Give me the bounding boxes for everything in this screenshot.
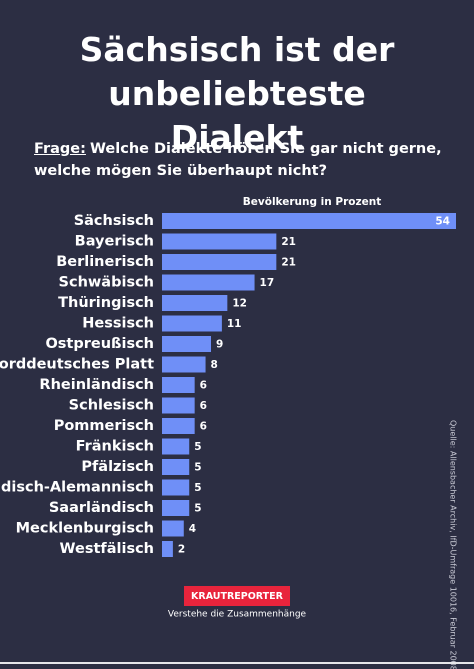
value-label: 5 <box>194 441 201 453</box>
value-label: 9 <box>216 339 223 351</box>
value-label: 2 <box>178 544 185 556</box>
value-label: 5 <box>194 462 201 474</box>
value-label: 8 <box>211 359 218 371</box>
brand: KRAUTREPORTER <box>191 591 284 602</box>
value-label: 12 <box>232 298 247 310</box>
category-label: Rheinländisch <box>39 377 154 393</box>
bar <box>162 479 190 496</box>
brand-badge <box>184 586 290 606</box>
bar <box>162 356 206 373</box>
category-label: Bayerisch <box>75 234 154 250</box>
value-label: 11 <box>227 318 242 330</box>
bar <box>162 254 277 270</box>
bar <box>162 397 195 414</box>
value-label: 54 <box>435 216 450 228</box>
value-label: 6 <box>200 421 207 433</box>
bar <box>162 377 195 393</box>
bar <box>162 500 190 516</box>
bar <box>162 541 173 557</box>
value-label: 21 <box>281 236 296 248</box>
bar <box>162 274 255 291</box>
category-label: Schlesisch <box>69 398 154 414</box>
category-label: Westfälisch <box>60 541 154 557</box>
bar <box>162 315 222 332</box>
category-label: Badisch-Alemannisch <box>0 480 154 496</box>
bar <box>162 295 228 311</box>
tagline: Verstehe die Zusammenhänge <box>168 610 307 620</box>
bar <box>162 213 456 229</box>
category-label: Hessisch <box>82 316 154 332</box>
source: Quelle: Allensbacher Archiv, IfD-Umfrage… <box>449 420 458 669</box>
category-label: Schwäbisch <box>59 275 154 291</box>
value-label: 17 <box>260 277 275 289</box>
category-label: Norddeutsches Platt <box>0 357 154 373</box>
bar <box>162 336 211 352</box>
category-label: Pfälzisch <box>81 459 154 475</box>
category-label: Mecklenburgisch <box>16 521 154 537</box>
value-label: 6 <box>200 380 207 392</box>
bar <box>162 520 184 537</box>
bar <box>162 418 195 434</box>
question-text: Welche Dialekte hören Sie gar nicht gern… <box>34 141 442 179</box>
value-label: 6 <box>200 400 207 412</box>
value-label: 4 <box>189 523 196 535</box>
bar <box>162 459 190 475</box>
value-label: 21 <box>281 257 296 269</box>
value-label: 5 <box>194 482 201 494</box>
category-label: Thüringisch <box>58 295 154 311</box>
question-label: Frage: <box>34 141 86 157</box>
category-label: Fränkisch <box>76 439 154 455</box>
category-label: Ostpreußisch <box>45 336 154 352</box>
category-label: Sächsisch <box>74 213 154 229</box>
footer-line <box>0 662 474 664</box>
value-label: 5 <box>194 503 201 515</box>
category-label: Berlinerisch <box>56 254 154 270</box>
subtitle: Bevölkerung in Prozent <box>243 196 381 208</box>
category-label: Pommerisch <box>54 418 154 434</box>
category-label: Saarländisch <box>49 500 154 516</box>
bar <box>162 233 277 250</box>
bar <box>162 438 190 455</box>
question: Frage: Welche Dialekte hören Sie gar nich… <box>34 138 449 182</box>
chart-title: Sächsisch ist der unbeliebteste Dialekt <box>79 30 395 157</box>
